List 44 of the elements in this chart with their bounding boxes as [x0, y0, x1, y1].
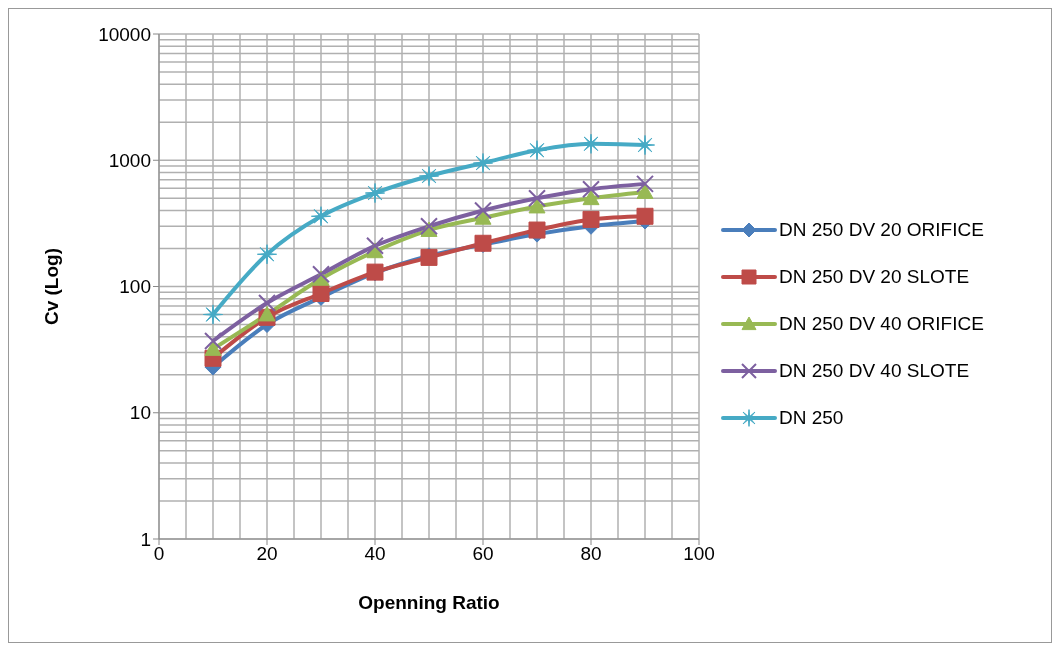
y-tick-label: 10000: [98, 23, 151, 45]
x-axis-title: Openning Ratio: [358, 592, 500, 613]
point: [310, 206, 332, 227]
legend-label: DN 250: [779, 407, 844, 429]
point: [636, 174, 654, 193]
point: [364, 182, 386, 204]
point: [420, 217, 438, 236]
point: [204, 340, 222, 356]
x-tick-label: 100: [683, 543, 715, 565]
point: [580, 133, 602, 154]
point: [636, 207, 654, 225]
x-tick-label: 80: [580, 543, 602, 565]
point: [472, 152, 494, 174]
point: [366, 236, 384, 255]
point: [634, 134, 656, 156]
point: [202, 304, 224, 325]
point: [474, 201, 492, 220]
y-tick-label: 100: [119, 276, 151, 298]
x-tick-label: 0: [153, 543, 165, 565]
y-tick-label: 1000: [108, 149, 151, 171]
point: [418, 165, 440, 187]
point: [258, 294, 276, 313]
point: [312, 265, 330, 284]
point: [582, 189, 600, 206]
legend-label: DN 250 DV 20 ORIFICE: [779, 219, 984, 241]
legend-label: DN 250 DV 40 ORIFICE: [779, 313, 984, 335]
point: [256, 244, 278, 265]
y-axis-title: Cv (Log): [40, 247, 62, 326]
point: [582, 210, 600, 228]
point: [636, 183, 654, 199]
point: [204, 332, 222, 351]
x-tick-label: 40: [364, 543, 386, 565]
x-tick-label: 60: [472, 543, 494, 565]
point: [528, 189, 546, 208]
legend-label: DN 250 DV 20 SLOTE: [779, 266, 970, 288]
point: [258, 306, 276, 322]
point: [526, 140, 548, 161]
y-tick-label: 1: [140, 528, 151, 550]
legend-label: DN 250 DV 40 SLOTE: [779, 360, 970, 382]
x-tick-label: 20: [256, 543, 278, 565]
point: [528, 221, 546, 239]
point: [582, 180, 600, 199]
point: [528, 198, 546, 214]
y-tick-label: 10: [129, 402, 151, 424]
